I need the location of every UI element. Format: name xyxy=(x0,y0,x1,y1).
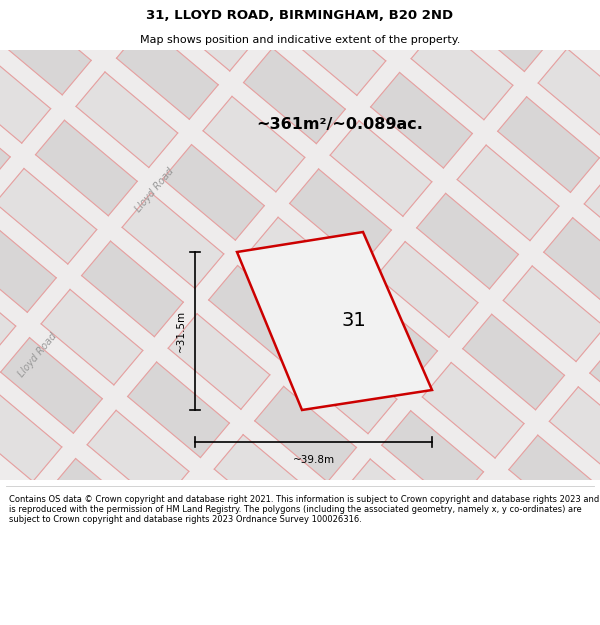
Polygon shape xyxy=(590,339,600,434)
Text: ~361m²/~0.089ac.: ~361m²/~0.089ac. xyxy=(257,118,424,132)
Polygon shape xyxy=(249,217,351,312)
Polygon shape xyxy=(555,556,600,625)
Polygon shape xyxy=(82,241,183,337)
Polygon shape xyxy=(497,97,599,192)
Polygon shape xyxy=(503,266,600,361)
Polygon shape xyxy=(428,532,530,625)
Polygon shape xyxy=(41,289,143,385)
Polygon shape xyxy=(128,362,229,458)
Polygon shape xyxy=(203,96,305,192)
Polygon shape xyxy=(116,24,218,119)
Text: Lloyd Road: Lloyd Road xyxy=(17,331,59,379)
Polygon shape xyxy=(469,483,570,579)
Polygon shape xyxy=(371,72,472,168)
Text: Contains OS data © Crown copyright and database right 2021. This information is : Contains OS data © Crown copyright and d… xyxy=(9,494,599,524)
Polygon shape xyxy=(452,0,553,71)
Polygon shape xyxy=(382,411,484,506)
Polygon shape xyxy=(509,435,600,531)
Polygon shape xyxy=(330,121,432,216)
Polygon shape xyxy=(0,0,91,95)
Polygon shape xyxy=(0,169,97,264)
Polygon shape xyxy=(237,232,432,410)
Polygon shape xyxy=(514,604,600,625)
Polygon shape xyxy=(174,483,275,579)
Polygon shape xyxy=(0,217,56,312)
Polygon shape xyxy=(30,0,131,47)
Text: 31: 31 xyxy=(341,311,366,331)
Polygon shape xyxy=(0,386,62,481)
Polygon shape xyxy=(260,556,362,625)
Polygon shape xyxy=(220,604,322,625)
Text: 31, LLOYD ROAD, BIRMINGHAM, B20 2ND: 31, LLOYD ROAD, BIRMINGHAM, B20 2ND xyxy=(146,9,454,22)
Polygon shape xyxy=(35,120,137,216)
Polygon shape xyxy=(411,24,513,120)
Polygon shape xyxy=(336,290,437,386)
Polygon shape xyxy=(284,0,386,96)
Polygon shape xyxy=(133,531,235,625)
Text: ~31.5m: ~31.5m xyxy=(176,310,186,352)
Polygon shape xyxy=(255,386,356,482)
Polygon shape xyxy=(550,387,600,482)
Polygon shape xyxy=(197,0,299,22)
Polygon shape xyxy=(538,49,600,144)
Polygon shape xyxy=(209,266,310,361)
Polygon shape xyxy=(341,459,443,554)
Polygon shape xyxy=(463,314,565,410)
Polygon shape xyxy=(301,508,403,603)
Polygon shape xyxy=(76,72,178,168)
Polygon shape xyxy=(0,96,10,191)
Polygon shape xyxy=(122,193,224,288)
Polygon shape xyxy=(290,169,391,264)
Polygon shape xyxy=(595,508,600,603)
Polygon shape xyxy=(417,193,518,289)
Polygon shape xyxy=(214,434,316,530)
Polygon shape xyxy=(168,314,270,409)
Polygon shape xyxy=(0,0,5,22)
Polygon shape xyxy=(422,362,524,458)
Text: Lloyd Road: Lloyd Road xyxy=(134,166,176,214)
Polygon shape xyxy=(1,338,103,433)
Polygon shape xyxy=(47,459,148,554)
Polygon shape xyxy=(295,338,397,434)
Polygon shape xyxy=(157,0,259,71)
Polygon shape xyxy=(244,48,345,144)
Text: ~39.8m: ~39.8m xyxy=(292,455,335,465)
Polygon shape xyxy=(0,48,50,143)
Polygon shape xyxy=(0,265,16,361)
Polygon shape xyxy=(87,410,189,506)
Text: Map shows position and indicative extent of the property.: Map shows position and indicative extent… xyxy=(140,35,460,45)
Polygon shape xyxy=(584,169,600,265)
Polygon shape xyxy=(457,145,559,241)
Polygon shape xyxy=(388,580,489,625)
Polygon shape xyxy=(544,217,600,313)
Polygon shape xyxy=(163,144,264,240)
Polygon shape xyxy=(376,242,478,337)
Polygon shape xyxy=(325,0,426,47)
